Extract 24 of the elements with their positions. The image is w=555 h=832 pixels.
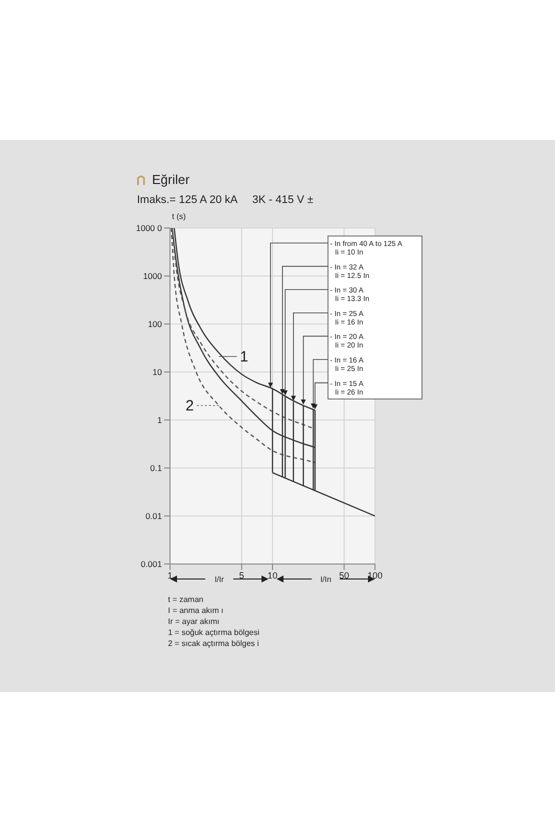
x-tick-label: 1 [167,570,173,580]
y-tick-label: 0.001 [140,559,162,570]
text: Ir = ayar akımı [168,617,220,626]
y-tick-label: 100 [148,319,162,330]
y-tick-label: 1000 0 [136,223,162,234]
y-tick-label: 10 [152,367,162,378]
annotation: 2 [186,398,194,415]
x-tick-label: 5 [239,570,244,580]
chart-title: Eğriler [152,172,190,187]
annotation: 1 [240,348,248,366]
x-tick-label: 50 [339,570,350,580]
y-tick-label: 0.01 [145,511,162,522]
y-tick-label: 1000 [143,271,162,282]
text: t = zaman [168,595,204,604]
chart-subtitle: Imaks.= 125 A 20 kA 3K - 415 V ± [137,194,314,206]
x-tick-label: 10 [267,570,278,580]
text: 1 = soğuk açtırma bölgesi [168,628,260,637]
text: 2 = sıcak açtırma bölges i [168,639,260,648]
text: I/In [320,575,332,584]
x-axis-title: I/Ir [214,575,224,584]
y-tick-label: 1 [157,415,162,426]
y-axis-title: t (s) [172,212,186,221]
text: I = anma akım ı [168,606,224,615]
y-tick-label: 0.1 [150,463,162,474]
